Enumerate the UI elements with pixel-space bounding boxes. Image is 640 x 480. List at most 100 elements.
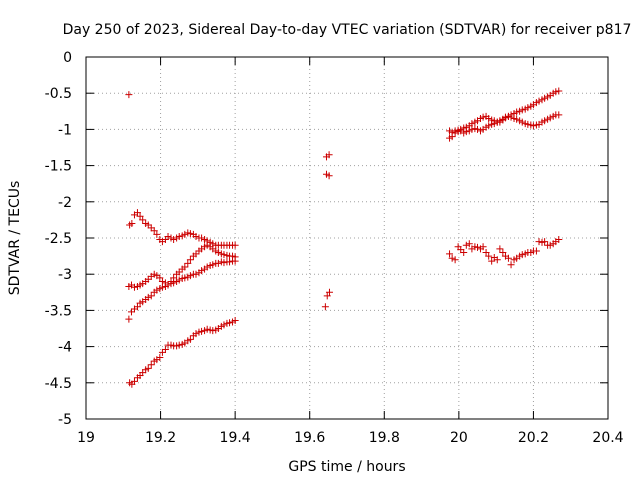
x-axis-label: GPS time / hours (288, 459, 405, 475)
data-point-marker (150, 227, 158, 235)
data-point-marker (192, 233, 200, 241)
y-tick-label: -0.5 (45, 86, 72, 102)
data-point-marker (220, 321, 228, 329)
data-point-marker (226, 258, 234, 266)
x-tick-label: 19.4 (220, 430, 251, 446)
data-point-marker (504, 254, 512, 262)
data-point-marker (518, 118, 526, 126)
data-point-marker (192, 270, 200, 278)
data-point-marker (231, 317, 239, 325)
x-tick-label: 19 (77, 430, 95, 446)
data-point-marker (501, 114, 509, 122)
data-point-marker (546, 241, 554, 249)
data-point-marker (325, 288, 333, 296)
data-point-marker (186, 256, 194, 264)
data-point-marker (541, 94, 549, 102)
data-point-marker (156, 353, 164, 361)
y-axis-label: SDTVAR / TECUs (7, 181, 23, 296)
data-point-marker (451, 129, 459, 137)
x-tick-label: 19.6 (294, 430, 325, 446)
data-point-marker (485, 252, 493, 260)
y-tick-label: -2 (58, 195, 72, 211)
series-cluster-19.65 (321, 151, 333, 311)
data-point-marker (479, 243, 487, 251)
x-tick-label: 20.4 (592, 430, 623, 446)
x-tick-label: 20.2 (518, 430, 549, 446)
data-point-marker (158, 283, 166, 291)
data-point-marker (147, 224, 155, 232)
data-point-marker (214, 248, 222, 256)
data-point-marker (321, 303, 329, 311)
data-point-marker (209, 261, 217, 269)
y-tick-label: -4 (58, 340, 72, 356)
data-point-marker (133, 209, 141, 217)
data-point-marker (488, 257, 496, 265)
x-tick-label: 20 (450, 430, 468, 446)
data-point-marker (220, 251, 228, 259)
data-point-marker (144, 275, 152, 283)
data-point-marker (192, 330, 200, 338)
data-point-marker (479, 113, 487, 121)
data-point-marker (529, 122, 537, 130)
data-point-marker (125, 91, 133, 99)
data-point-marker (496, 245, 504, 253)
y-tick-label: -5 (58, 412, 72, 428)
data-point-marker (546, 114, 554, 122)
data-point-marker (493, 256, 501, 264)
data-point-marker (184, 259, 192, 267)
data-point-marker (552, 88, 560, 96)
data-point-marker (209, 327, 217, 335)
x-tick-label: 19.2 (145, 430, 176, 446)
data-point-marker (186, 230, 194, 238)
data-point-marker (153, 230, 161, 238)
data-point-marker (555, 87, 563, 95)
y-tick-label: -3.5 (45, 303, 72, 319)
data-point-marker (507, 111, 515, 119)
x-tick-labels: 19 19.2 19.4 19.6 19.8 20 20.2 20.4 (77, 430, 624, 446)
data-point-marker (451, 256, 459, 264)
data-point-marker (158, 348, 166, 356)
data-point-marker (541, 238, 549, 246)
data-point-marker (130, 283, 138, 291)
data-point-marker (220, 259, 228, 267)
data-point-marker (181, 230, 189, 238)
data-point-marker (147, 292, 155, 300)
y-tick-label: -2.5 (45, 231, 72, 247)
data-point-marker (518, 251, 526, 259)
data-point-marker (231, 241, 239, 249)
data-point-marker (490, 120, 498, 128)
data-point-marker (513, 108, 521, 116)
data-point-marker (485, 122, 493, 130)
data-point-marker (462, 128, 470, 136)
data-markers (125, 87, 563, 388)
y-tick-label: 0 (63, 50, 72, 66)
data-point-marker (186, 335, 194, 343)
data-point-marker (128, 220, 136, 228)
data-point-marker (175, 233, 183, 241)
data-point-marker (170, 235, 178, 243)
data-point-marker (482, 248, 490, 256)
series-arc-f (446, 87, 563, 142)
data-point-marker (485, 115, 493, 123)
data-point-marker (161, 345, 169, 353)
data-point-marker (507, 261, 515, 269)
data-point-marker (226, 319, 234, 327)
data-point-marker (139, 369, 147, 377)
data-point-marker (144, 221, 152, 229)
series-arc-c (125, 257, 239, 323)
data-point-marker (465, 240, 473, 248)
data-point-marker (513, 115, 521, 123)
data-point-marker (147, 361, 155, 369)
data-point-marker (198, 267, 206, 275)
data-point-marker (175, 268, 183, 276)
series-arc-g (446, 235, 563, 269)
data-point-marker (325, 151, 333, 159)
y-tick-label: -4.5 (45, 376, 72, 392)
data-point-marker (474, 243, 481, 251)
data-point-marker (448, 133, 456, 141)
data-point-marker (144, 293, 152, 301)
grid (86, 57, 608, 419)
data-point-marker (532, 247, 540, 255)
